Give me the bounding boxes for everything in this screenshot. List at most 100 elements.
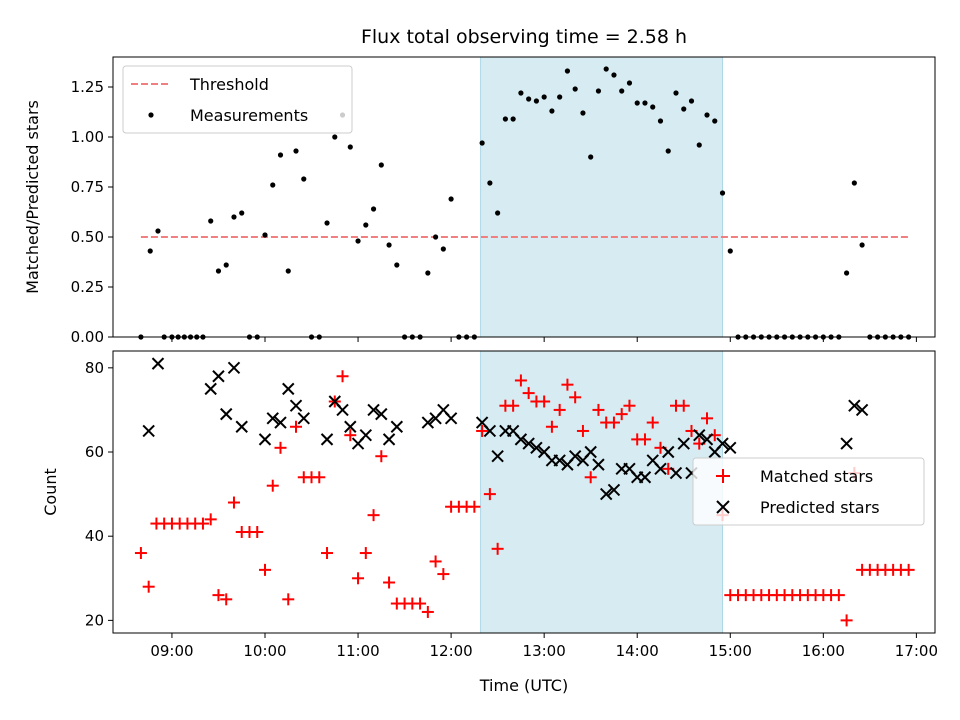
matched-star-point — [274, 441, 287, 454]
legend-measurement-label: Measurements — [190, 106, 308, 125]
matched-star-point — [491, 542, 504, 555]
matched-star-point — [902, 563, 915, 576]
predicted-star-point — [320, 433, 334, 446]
legend-matched-swatch — [716, 469, 730, 483]
count-legend: Matched stars Predicted stars — [692, 457, 925, 526]
matched-star-point — [522, 387, 535, 400]
measurement-point — [223, 262, 229, 268]
predicted-star-point — [669, 466, 683, 480]
predicted-star-point — [848, 399, 861, 412]
x-tick-label: 16:00 — [802, 642, 845, 660]
y-tick-label: 20 — [85, 611, 104, 629]
measurement-point — [634, 100, 640, 106]
measurement-point — [332, 134, 338, 140]
measurement-point — [843, 270, 850, 276]
matched-star-point — [545, 420, 558, 433]
matched-star-point — [507, 399, 520, 412]
matched-star-point — [359, 547, 372, 560]
measurement-point — [851, 180, 857, 186]
predicted-star-point — [855, 403, 869, 417]
matched-star-point — [290, 420, 303, 433]
predicted-star-point — [662, 445, 675, 459]
predicted-star-point — [421, 416, 435, 429]
matched-star-point — [142, 580, 155, 593]
measurement-point — [712, 118, 718, 124]
matched-star-point — [615, 408, 628, 421]
x-tick-label: 12:00 — [429, 642, 472, 660]
predicted-star-point — [584, 445, 597, 459]
measurement-point — [479, 140, 485, 146]
measurement-point — [301, 176, 307, 182]
legend-matched-label: Matched stars — [760, 467, 873, 486]
measurement-point — [673, 90, 679, 96]
measurement-point — [355, 238, 361, 244]
count-y-axis-label: Count — [41, 468, 60, 516]
measurement-point — [277, 152, 284, 158]
matched-star-point — [468, 500, 481, 513]
predicted-stars-points — [142, 357, 869, 501]
measurement-point — [147, 248, 153, 254]
predicted-star-point — [227, 361, 241, 375]
matched-star-point — [646, 416, 659, 429]
matched-star-point — [344, 429, 357, 442]
matched-star-point — [437, 568, 450, 581]
predicted-star-point — [212, 370, 225, 383]
measurement-point — [588, 154, 594, 160]
measurement-point — [425, 270, 431, 276]
predicted-star-point — [724, 441, 737, 455]
ratio-y-axis-label: Matched/Predicted stars — [23, 100, 42, 294]
measurement-points — [138, 66, 912, 340]
matched-star-point — [592, 403, 605, 416]
measurement-point — [363, 222, 369, 228]
ratio-legend: Threshold Measurements — [122, 65, 353, 134]
measurement-point — [688, 98, 695, 104]
matched-star-point — [429, 555, 442, 568]
measurement-point — [665, 148, 671, 154]
matched-star-point — [258, 563, 271, 576]
predicted-star-point — [654, 462, 667, 476]
measurement-point — [580, 110, 586, 116]
predicted-star-point — [151, 357, 165, 370]
predicted-star-point — [444, 412, 458, 425]
observing-window-span — [480, 350, 724, 634]
measurement-point — [432, 234, 439, 240]
matched-star-point — [196, 517, 209, 530]
matched-star-point — [352, 572, 365, 585]
matched-star-point — [383, 576, 396, 589]
measurement-point — [231, 214, 237, 220]
y-tick-label: 0.75 — [71, 178, 104, 196]
y-tick-label: 0.00 — [71, 328, 104, 346]
measurement-point — [386, 242, 392, 248]
predicted-star-point — [289, 399, 303, 412]
measurement-point — [239, 210, 245, 216]
measurement-point — [215, 268, 222, 274]
time-x-ticks: 09:00 10:00 11:00 12:00 13:00 14:00 15:00 16:00… — [150, 633, 938, 660]
measurement-point — [595, 88, 602, 94]
ratio-y-ticks: 0.00 0.25 0.50 0.75 1.00 1.25 — [71, 78, 113, 346]
measurement-point — [572, 86, 578, 92]
predicted-star-point — [553, 454, 566, 467]
ratio-panel-frame — [112, 56, 936, 338]
matched-star-point — [561, 378, 574, 391]
count-panel: 20 40 60 80 09:00 10:00 11:00 12:00 13:00 14:00 1… — [41, 350, 938, 695]
chart-title: Flux total observing time = 2.58 h — [361, 26, 687, 48]
predicted-star-point — [700, 433, 714, 446]
measurement-point — [270, 182, 276, 188]
measurement-point — [557, 94, 563, 100]
ratio-x-ticks — [171, 337, 917, 342]
measurement-point — [262, 232, 268, 238]
measurement-point — [285, 268, 291, 274]
predicted-star-point — [483, 424, 497, 438]
predicted-star-point — [638, 471, 652, 484]
matched-star-point — [204, 513, 217, 526]
matched-star-point — [607, 416, 620, 429]
matched-star-point — [321, 547, 334, 560]
count-panel-frame — [112, 350, 936, 634]
y-tick-label: 40 — [85, 527, 104, 545]
matched-star-point — [336, 370, 349, 383]
predicted-star-point — [274, 416, 287, 429]
matched-star-point — [313, 471, 326, 484]
predicted-star-point — [382, 433, 396, 446]
measurement-point — [859, 242, 865, 248]
